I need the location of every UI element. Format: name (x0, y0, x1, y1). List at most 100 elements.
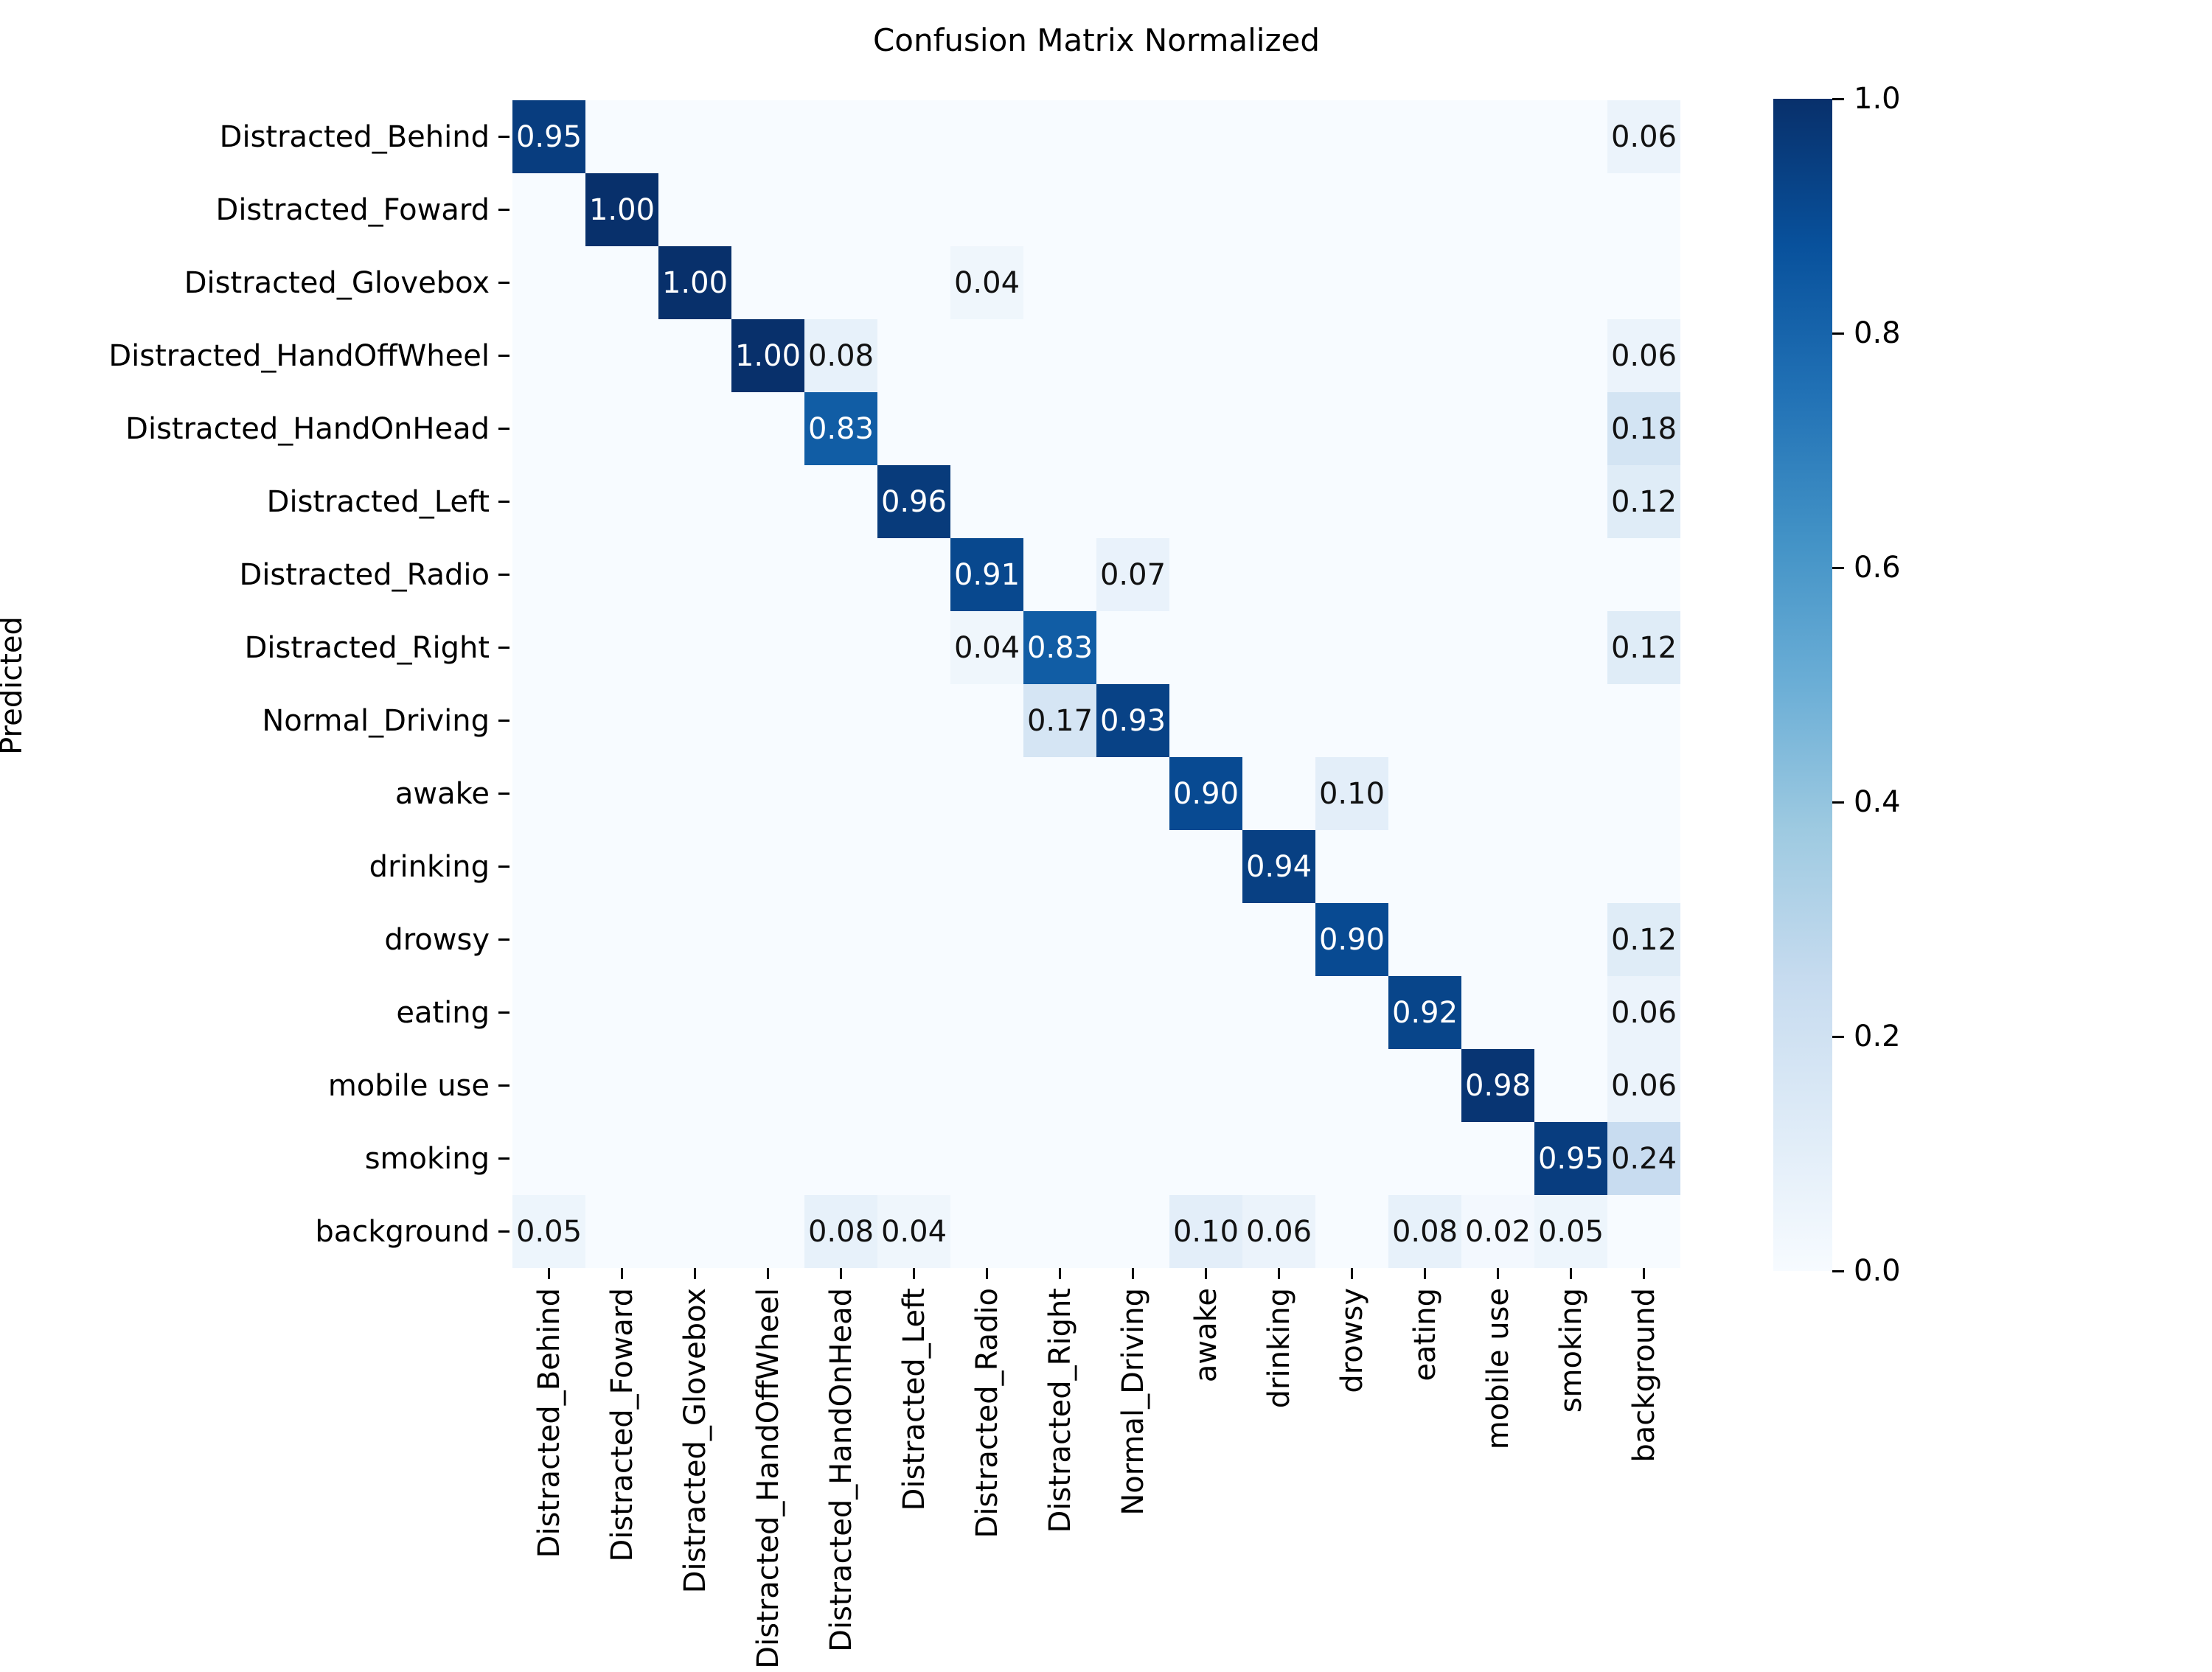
matrix-cell (1461, 684, 1534, 757)
matrix-cell (1242, 538, 1315, 611)
x-tick-mark (1132, 1268, 1134, 1279)
matrix-cell (950, 684, 1023, 757)
matrix-cell (585, 611, 658, 684)
matrix-cell (1023, 830, 1096, 903)
matrix-cell (1315, 392, 1388, 465)
matrix-cell (1096, 757, 1169, 830)
matrix-cell (1388, 757, 1461, 830)
matrix-cell-diagonal: 0.96 (877, 465, 950, 538)
matrix-cell (585, 100, 658, 173)
x-tick-label: Distracted_Glovebox (678, 1288, 712, 1594)
matrix-cell (658, 1195, 731, 1268)
matrix-cell (1461, 465, 1534, 538)
matrix-cell (804, 903, 877, 976)
colorbar-tick-mark (1832, 1269, 1844, 1272)
colorbar-tick-label: 0.6 (1854, 551, 1901, 585)
y-tick-label: drowsy (384, 922, 490, 957)
matrix-cell (1023, 1195, 1096, 1268)
y-tick-label: awake (394, 776, 490, 811)
matrix-cell (1242, 757, 1315, 830)
matrix-cell (585, 1195, 658, 1268)
chart-title: Confusion Matrix Normalized (872, 22, 1321, 58)
matrix-cell (512, 757, 585, 830)
matrix-cell (1315, 611, 1388, 684)
matrix-cell (1169, 684, 1242, 757)
matrix-cell (950, 465, 1023, 538)
matrix-cell (1534, 465, 1607, 538)
colorbar-tick-label: 0.2 (1854, 1020, 1901, 1053)
matrix-cell (1534, 392, 1607, 465)
matrix-cell (731, 903, 804, 976)
y-tick-mark (498, 355, 509, 357)
matrix-cell (1534, 830, 1607, 903)
x-tick-label: Distracted_HandOffWheel (751, 1288, 785, 1669)
matrix-cell (1242, 319, 1315, 392)
matrix-cell (1023, 976, 1096, 1049)
colorbar (1773, 99, 1832, 1271)
matrix-cell (1242, 976, 1315, 1049)
matrix-cell: 0.12 (1607, 611, 1680, 684)
x-tick-mark (548, 1268, 550, 1279)
y-tick-mark (498, 136, 509, 138)
matrix-cell (731, 100, 804, 173)
matrix-cell (1169, 246, 1242, 319)
matrix-cell (512, 319, 585, 392)
matrix-cell (877, 100, 950, 173)
matrix-cell (512, 1122, 585, 1195)
matrix-cell (804, 465, 877, 538)
matrix-cell (585, 538, 658, 611)
matrix-cell (512, 392, 585, 465)
matrix-cell (1388, 392, 1461, 465)
x-tick-mark (1497, 1268, 1499, 1279)
matrix-cell (877, 903, 950, 976)
matrix-cell: 0.04 (950, 246, 1023, 319)
colorbar-tick-mark (1832, 566, 1844, 569)
matrix-cell: 0.08 (804, 1195, 877, 1268)
matrix-cell (512, 976, 585, 1049)
matrix-cell: 0.10 (1315, 757, 1388, 830)
matrix-cell (1169, 1122, 1242, 1195)
matrix-cell (804, 100, 877, 173)
matrix-cell (512, 465, 585, 538)
matrix-cell (877, 1049, 950, 1122)
matrix-cell (731, 684, 804, 757)
matrix-cell (1096, 830, 1169, 903)
matrix-cell (1534, 319, 1607, 392)
matrix-cell (731, 830, 804, 903)
matrix-cell (804, 173, 877, 246)
matrix-cell (1388, 246, 1461, 319)
matrix-cell (1388, 611, 1461, 684)
y-tick-mark (498, 501, 509, 503)
matrix-cell (1461, 392, 1534, 465)
matrix-cell (1534, 538, 1607, 611)
matrix-cell (1169, 319, 1242, 392)
matrix-cell (1534, 611, 1607, 684)
matrix-cell (1315, 538, 1388, 611)
matrix-cell (731, 1049, 804, 1122)
x-tick-label: mobile use (1481, 1288, 1515, 1450)
matrix-cell (1461, 538, 1534, 611)
matrix-cell (512, 538, 585, 611)
matrix-cell-diagonal (1607, 1195, 1680, 1268)
matrix-cell (512, 830, 585, 903)
matrix-cell (731, 538, 804, 611)
matrix-cell (1169, 100, 1242, 173)
matrix-cell (658, 611, 731, 684)
matrix-cell (1242, 1049, 1315, 1122)
matrix-cell-diagonal: 0.92 (1388, 976, 1461, 1049)
x-tick-label: Distracted_Radio (970, 1288, 1004, 1539)
matrix-cell (512, 611, 585, 684)
matrix-cell (1242, 100, 1315, 173)
matrix-cell (1315, 100, 1388, 173)
matrix-cell (512, 173, 585, 246)
x-tick-mark (621, 1268, 623, 1279)
matrix-cell (877, 246, 950, 319)
x-tick-mark (1351, 1268, 1353, 1279)
matrix-cell (1169, 465, 1242, 538)
matrix-cell (658, 976, 731, 1049)
x-tick-label: eating (1408, 1288, 1442, 1382)
matrix-cell: 0.06 (1242, 1195, 1315, 1268)
y-tick-label: mobile use (327, 1068, 490, 1103)
x-tick-label: Distracted_Foward (605, 1288, 639, 1562)
